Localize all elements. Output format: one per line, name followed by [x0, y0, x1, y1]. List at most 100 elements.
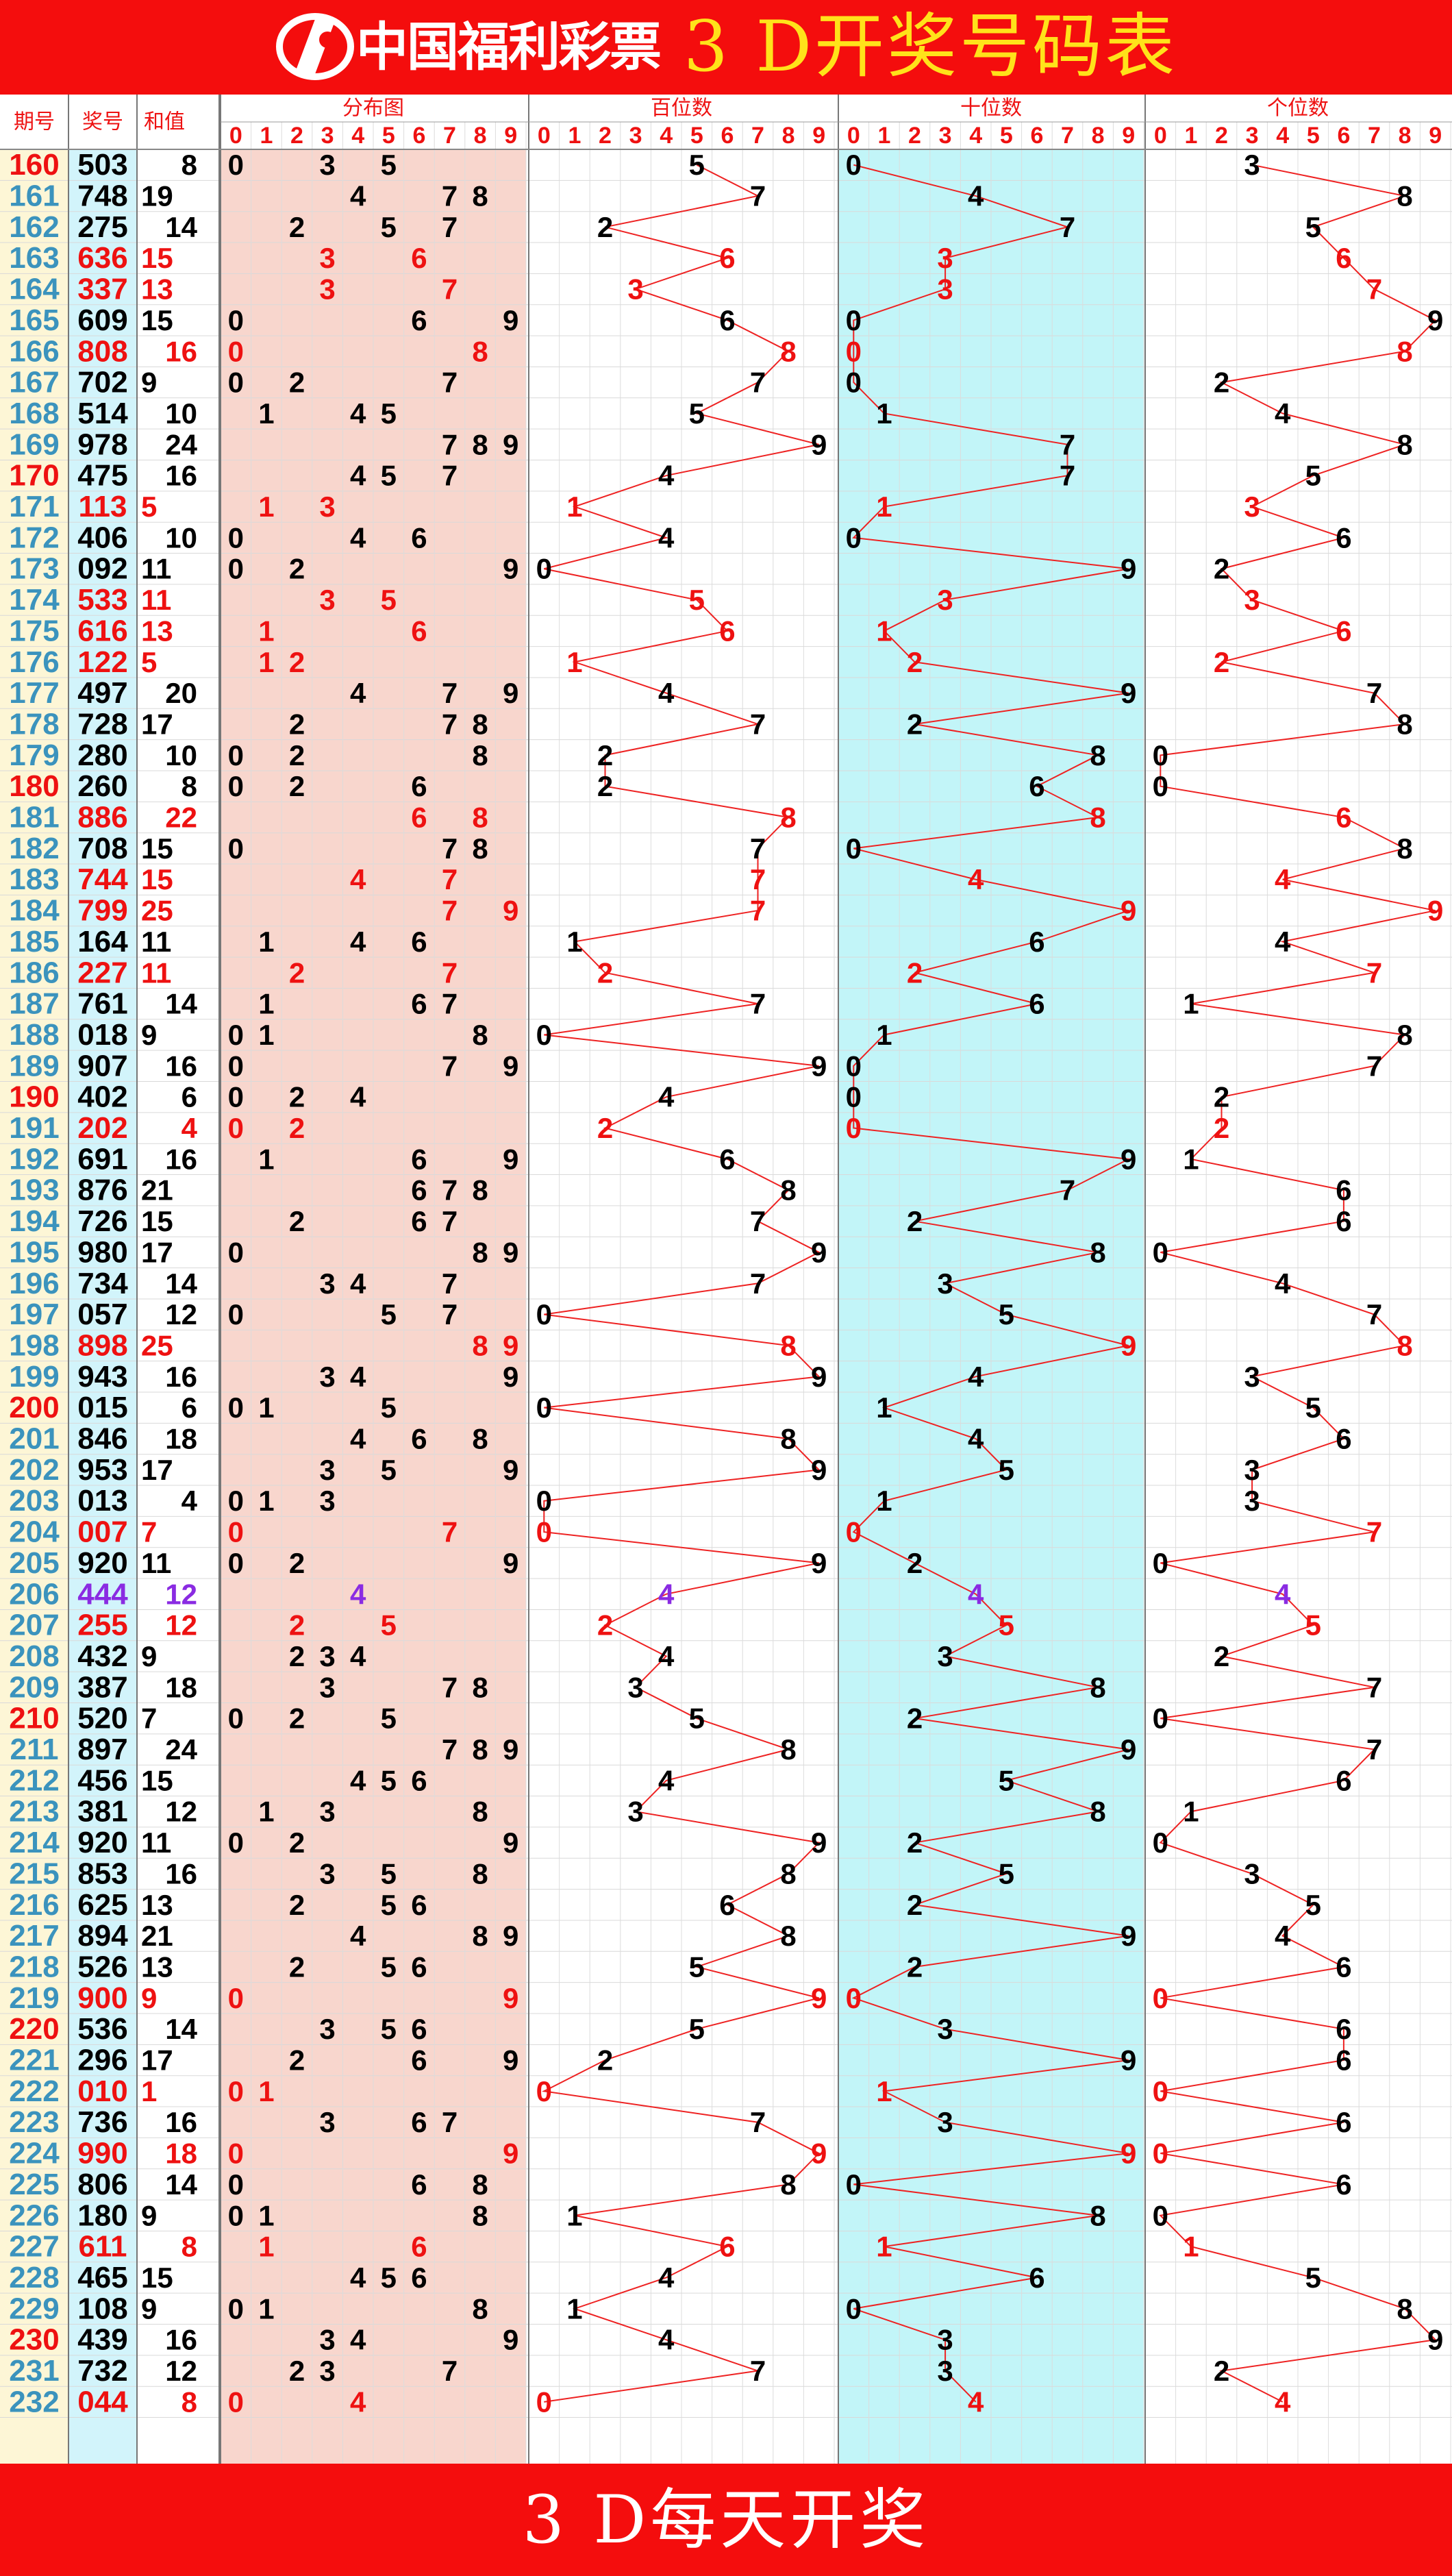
dist-212-5: 5: [381, 1764, 397, 1796]
dist-230-3: 3: [319, 2324, 335, 2356]
sum-230: 16: [165, 2324, 197, 2356]
period-170: 170: [9, 459, 59, 493]
tens-196: 3: [937, 1267, 953, 1300]
hundreds-213: 3: [627, 1796, 643, 1828]
dist-168-5: 5: [381, 397, 397, 430]
dist-202-9: 9: [503, 1454, 518, 1486]
period-230: 230: [9, 2323, 59, 2357]
units-184: 9: [1427, 895, 1443, 927]
number-192: 691: [77, 1142, 127, 1176]
dist-213-8: 8: [472, 1796, 488, 1828]
hundreds-175: 6: [719, 615, 735, 647]
sum-172: 10: [165, 521, 197, 554]
hundreds-168: 5: [689, 397, 705, 430]
dist-203-1: 1: [258, 1485, 274, 1517]
dist-191-2: 2: [289, 1112, 305, 1144]
dist-189-7: 7: [442, 1050, 458, 1082]
period-186: 186: [9, 956, 59, 989]
dist-181-6: 6: [411, 802, 427, 834]
number-203: 013: [77, 1484, 127, 1518]
tens-182: 0: [846, 832, 862, 865]
dist-211-9: 9: [503, 1733, 518, 1766]
tens-218: 2: [907, 1950, 923, 1983]
hundreds-161: 7: [750, 180, 766, 212]
hundreds-187: 7: [750, 988, 766, 1020]
dist-172-4: 4: [350, 521, 366, 554]
sum-226: 9: [141, 2199, 157, 2231]
dist-220-3: 3: [319, 2013, 335, 2045]
period-190: 190: [9, 1080, 59, 1114]
dist-210-2: 2: [289, 1702, 305, 1735]
tens-198: 9: [1121, 1329, 1136, 1361]
tens-166: 0: [846, 335, 862, 367]
sum-164: 13: [141, 273, 173, 306]
units-212: 6: [1336, 1764, 1351, 1796]
dist-193-8: 8: [472, 1174, 488, 1206]
tens-trend-line: [851, 164, 1131, 2403]
tens-228: 6: [1029, 2262, 1044, 2294]
sum-166: 16: [165, 335, 197, 367]
units-208: 2: [1214, 1640, 1229, 1672]
units-204: 7: [1366, 1516, 1382, 1548]
dist-183-4: 4: [350, 863, 366, 895]
sum-200: 6: [182, 1391, 197, 1424]
hundreds-212: 4: [658, 1764, 675, 1796]
number-183: 744: [77, 863, 128, 896]
number-180: 260: [77, 769, 127, 803]
sum-189: 16: [165, 1050, 197, 1082]
tens-216: 2: [907, 1889, 923, 1921]
period-202: 202: [9, 1453, 59, 1487]
units-200: 5: [1305, 1391, 1321, 1424]
number-176: 122: [77, 645, 127, 679]
period-222: 222: [9, 2075, 59, 2108]
period-215: 215: [9, 1857, 59, 1890]
bottom-banner: [0, 2464, 1452, 2576]
dist-217-4: 4: [350, 1920, 366, 1952]
dist-224-0: 0: [228, 2138, 244, 2170]
digit-header-units-5: 5: [1307, 123, 1320, 149]
dist-177-7: 7: [442, 677, 458, 709]
number-196: 734: [77, 1267, 128, 1300]
dist-194-2: 2: [289, 1205, 305, 1237]
sum-190: 6: [182, 1081, 197, 1113]
sum-165: 15: [141, 304, 173, 336]
dist-180-0: 0: [228, 770, 244, 802]
dist-210-0: 0: [228, 1702, 244, 1735]
number-191: 202: [77, 1111, 127, 1145]
dist-173-0: 0: [228, 553, 244, 585]
period-228: 228: [9, 2261, 59, 2294]
sum-162: 14: [165, 211, 197, 243]
dist-161-7: 7: [442, 180, 458, 212]
units-215: 3: [1244, 1857, 1260, 1890]
units-221: 6: [1336, 2044, 1351, 2077]
dist-179-2: 2: [289, 739, 305, 771]
period-213: 213: [9, 1795, 59, 1829]
number-162: 275: [77, 210, 127, 244]
hundreds-208: 4: [658, 1640, 675, 1672]
number-171: 113: [79, 490, 127, 523]
number-207: 255: [77, 1609, 127, 1642]
header-number: 奖号: [82, 110, 123, 134]
dist-188-8: 8: [472, 1019, 488, 1051]
dist-169-7: 7: [442, 428, 458, 460]
sum-181: 22: [165, 802, 197, 834]
header-period: 期号: [14, 110, 55, 134]
dist-178-2: 2: [289, 708, 305, 740]
number-179: 280: [77, 739, 127, 772]
sum-208: 9: [141, 1640, 157, 1672]
dist-165-9: 9: [503, 304, 518, 336]
dist-221-9: 9: [503, 2044, 518, 2077]
number-169: 978: [77, 428, 127, 461]
number-167: 702: [77, 366, 127, 399]
number-221: 296: [77, 2044, 127, 2077]
dist-186-7: 7: [442, 956, 458, 989]
period-163: 163: [9, 241, 59, 275]
tens-231: 3: [937, 2355, 953, 2387]
hundreds-231: 7: [750, 2355, 766, 2387]
number-197: 057: [77, 1298, 127, 1331]
tens-202: 5: [999, 1454, 1014, 1486]
sum-205: 11: [141, 1547, 171, 1579]
digit-header-tens-3: 3: [939, 123, 952, 149]
dist-182-7: 7: [442, 832, 458, 865]
tens-176: 2: [907, 646, 923, 678]
